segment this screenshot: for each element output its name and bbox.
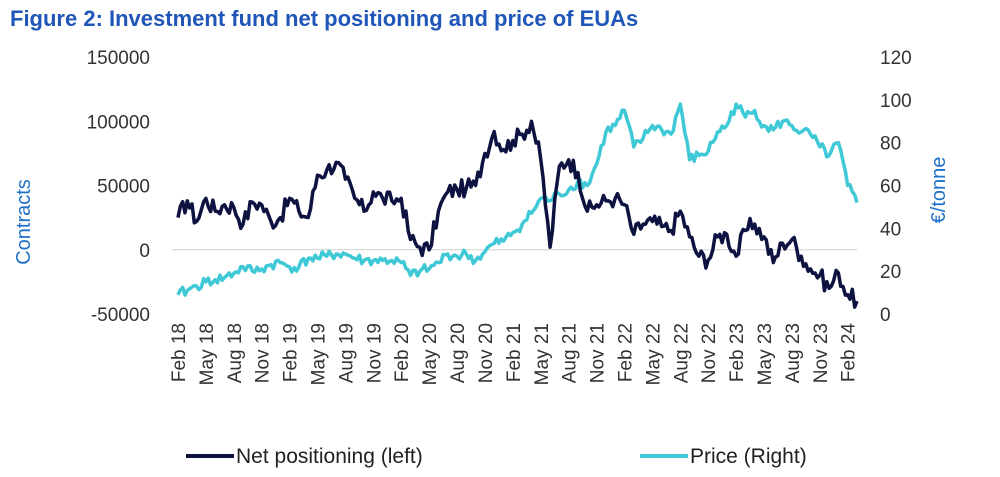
legend-label-price: Price (Right) [690,445,807,468]
x-tick-label: May 18 [197,323,218,385]
y-tick-label-left: 50000 [97,177,150,198]
x-tick-label: May 19 [309,323,330,385]
x-tick-label: Feb 24 [839,323,860,383]
x-tick-label: Aug 19 [336,323,357,383]
series-line-price [176,102,859,297]
x-tick-label: Feb 22 [615,323,636,382]
x-tick-label: May 21 [532,323,553,385]
x-tick-label: Aug 22 [671,323,692,383]
x-tick-label: Aug 23 [783,323,804,383]
x-tick-label: Feb 20 [392,323,413,382]
y-tick-label-right: 120 [880,48,912,69]
x-tick-label: Nov 21 [588,323,609,383]
series-line-net-positioning [176,119,859,309]
y-tick-label-right: 100 [880,91,912,112]
x-tick-label: Nov 18 [253,323,274,383]
x-tick-label: Aug 18 [225,323,246,383]
y-tick-label-left: 100000 [87,112,150,133]
y-axis-title-left: Contracts [13,179,35,265]
x-tick-label: Nov 22 [699,323,720,383]
x-tick-label: May 22 [643,323,664,385]
x-tick-label: Feb 23 [727,323,748,382]
y-tick-label-left: -50000 [91,305,150,326]
x-tick-label: Feb 18 [169,323,190,382]
y-tick-label-right: 20 [880,262,901,283]
x-tick-label: Nov 19 [364,323,385,383]
left-axis-ticks: -50000 0 50000 100000 150000 [87,48,150,326]
chart-title: Figure 2: Investment fund net positionin… [10,6,639,31]
x-tick-label: Feb 21 [504,323,525,382]
legend-label-net-positioning: Net positioning (left) [236,445,423,468]
legend: Net positioning (left) Price (Right) [186,445,807,468]
x-tick-label: May 23 [755,323,776,385]
x-axis-ticks: Feb 18 May 18 Aug 18 Nov 18 Feb 19 May 19 Aug … [169,323,860,386]
y-tick-label-right: 60 [880,177,901,198]
x-tick-label: Nov 20 [476,323,497,383]
x-tick-label: Aug 21 [560,323,581,383]
y-axis-title-right: €/tonne [928,157,950,224]
y-tick-label-right: 40 [880,219,901,240]
y-tick-label-right: 80 [880,134,901,155]
x-tick-label: Aug 20 [448,323,469,383]
x-tick-label: Nov 23 [811,323,832,383]
y-tick-label-right: 0 [880,305,891,326]
y-tick-label-left: 0 [139,241,150,262]
x-tick-label: May 20 [420,323,441,385]
y-tick-label-left: 150000 [87,48,150,69]
right-axis-ticks: 0 20 40 60 80 100 120 [880,48,912,326]
x-tick-label: Feb 19 [281,323,302,382]
